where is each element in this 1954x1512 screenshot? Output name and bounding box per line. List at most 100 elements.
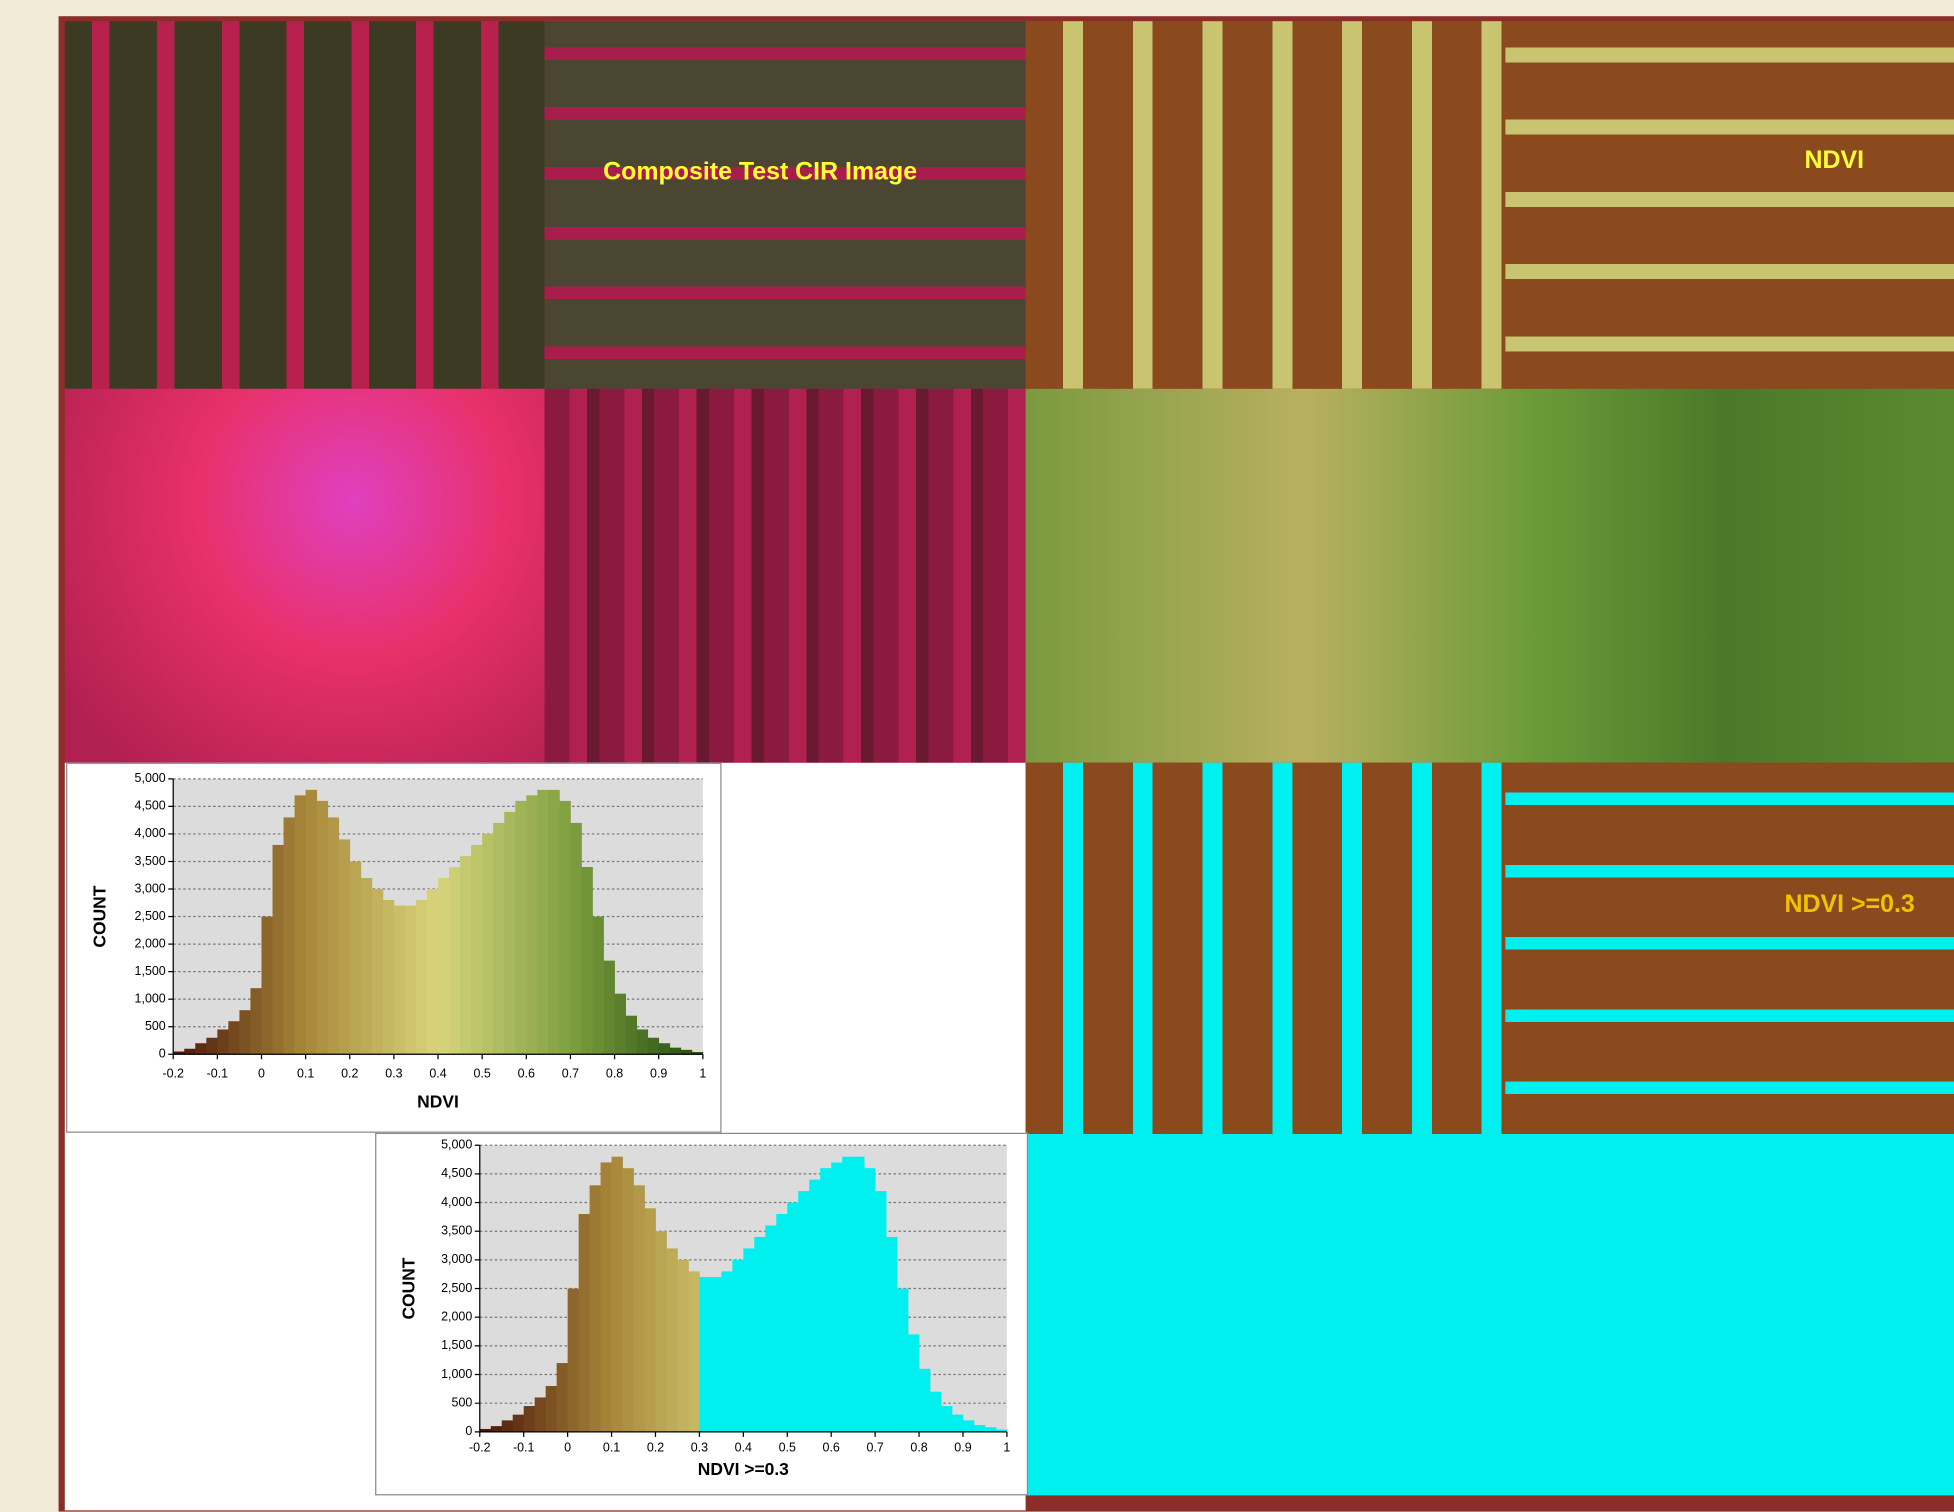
x-tick-label: 0.5 bbox=[474, 1066, 491, 1080]
bar bbox=[579, 1214, 590, 1432]
bar bbox=[648, 1038, 659, 1055]
bar bbox=[372, 889, 383, 1054]
bar bbox=[593, 917, 604, 1055]
x-tick-label: 0.3 bbox=[385, 1066, 402, 1080]
bar bbox=[875, 1191, 886, 1432]
bar bbox=[504, 812, 515, 1054]
y-tick-label: 4,500 bbox=[441, 1166, 472, 1180]
x-tick-label: -0.2 bbox=[162, 1066, 184, 1080]
y-tick-label: 1,500 bbox=[135, 964, 166, 978]
threshold-tile bbox=[1026, 1134, 1954, 1495]
bar bbox=[688, 1271, 699, 1432]
x-tick-label: -0.1 bbox=[513, 1440, 535, 1454]
bar bbox=[273, 845, 284, 1054]
bar bbox=[546, 1386, 557, 1432]
bar bbox=[184, 1049, 195, 1055]
y-axis-title: COUNT bbox=[90, 885, 110, 947]
bar bbox=[416, 900, 427, 1054]
y-tick-label: 1,000 bbox=[441, 1367, 472, 1381]
x-tick-label: 0 bbox=[258, 1066, 265, 1080]
bar bbox=[482, 834, 493, 1054]
bar bbox=[206, 1038, 217, 1055]
bar bbox=[864, 1168, 875, 1432]
histogram: 05001,0001,5002,0002,5003,0003,5004,0004… bbox=[67, 764, 720, 1132]
bar bbox=[537, 790, 548, 1054]
y-tick-label: 3,000 bbox=[135, 881, 166, 895]
histogram-panel: 05001,0001,5002,0002,5003,0003,5004,0004… bbox=[375, 1133, 1028, 1496]
y-tick-label: 4,500 bbox=[135, 799, 166, 813]
bar bbox=[670, 1048, 681, 1055]
threshold-tile bbox=[1505, 763, 1954, 1134]
bar bbox=[394, 906, 405, 1055]
bar bbox=[228, 1021, 239, 1054]
x-tick-label: 0.8 bbox=[606, 1066, 623, 1080]
x-tick-label: 0.8 bbox=[910, 1440, 927, 1454]
y-tick-label: 3,500 bbox=[135, 854, 166, 868]
histogram: 05001,0001,5002,0002,5003,0003,5004,0004… bbox=[376, 1134, 1027, 1494]
ndvi-tile bbox=[1026, 389, 1954, 763]
bar bbox=[526, 795, 537, 1054]
bar bbox=[666, 1248, 677, 1431]
bar bbox=[699, 1277, 710, 1432]
y-tick-label: 4,000 bbox=[135, 826, 166, 840]
y-tick-label: 500 bbox=[145, 1019, 166, 1033]
bar bbox=[502, 1420, 513, 1431]
bar bbox=[754, 1237, 765, 1432]
x-tick-label: 1 bbox=[1003, 1440, 1010, 1454]
bar bbox=[570, 823, 581, 1054]
ndvi-tile bbox=[1026, 21, 1506, 389]
bar bbox=[626, 1016, 637, 1055]
y-tick-label: 1,500 bbox=[441, 1338, 472, 1352]
bar bbox=[306, 790, 317, 1054]
cir-tile bbox=[545, 21, 1026, 389]
bar bbox=[677, 1260, 688, 1432]
cir-tile bbox=[65, 21, 545, 389]
bar bbox=[623, 1168, 634, 1432]
y-tick-label: 5,000 bbox=[441, 1138, 472, 1152]
x-tick-label: 0.6 bbox=[823, 1440, 840, 1454]
y-axis-title: COUNT bbox=[399, 1257, 419, 1319]
x-tick-label: 0.2 bbox=[647, 1440, 664, 1454]
bar bbox=[328, 817, 339, 1054]
x-tick-label: 0.3 bbox=[691, 1440, 708, 1454]
bar bbox=[581, 867, 592, 1054]
threshold-tile bbox=[1026, 763, 1506, 1134]
bar bbox=[383, 900, 394, 1054]
image-label: NDVI >=0.3 bbox=[1785, 891, 1915, 920]
bar bbox=[787, 1203, 798, 1432]
bar bbox=[732, 1260, 743, 1432]
bar bbox=[604, 961, 615, 1055]
bar bbox=[317, 801, 328, 1054]
bar bbox=[645, 1208, 656, 1432]
bar bbox=[974, 1425, 985, 1432]
bar bbox=[513, 1415, 524, 1432]
bar bbox=[261, 917, 272, 1055]
y-tick-label: 3,000 bbox=[441, 1252, 472, 1266]
bar bbox=[590, 1185, 601, 1431]
x-tick-label: -0.1 bbox=[207, 1066, 229, 1080]
x-axis-title: NDVI >=0.3 bbox=[698, 1459, 789, 1479]
bar bbox=[985, 1427, 996, 1432]
x-tick-label: 0.1 bbox=[297, 1066, 314, 1080]
y-tick-label: 500 bbox=[452, 1395, 473, 1409]
x-tick-label: 0 bbox=[564, 1440, 571, 1454]
bar bbox=[427, 889, 438, 1054]
x-tick-label: -0.2 bbox=[469, 1440, 491, 1454]
x-tick-label: 0.7 bbox=[866, 1440, 883, 1454]
bar bbox=[350, 861, 361, 1054]
x-tick-label: 0.5 bbox=[779, 1440, 796, 1454]
bar bbox=[295, 795, 306, 1054]
bar bbox=[438, 878, 449, 1054]
bar bbox=[776, 1214, 787, 1432]
x-tick-label: 1 bbox=[699, 1066, 706, 1080]
bar bbox=[798, 1191, 809, 1432]
bar bbox=[460, 856, 471, 1054]
x-tick-label: 0.4 bbox=[429, 1066, 446, 1080]
bar bbox=[493, 823, 504, 1054]
bar bbox=[405, 906, 416, 1055]
stage: Composite Test CIR Image NDVI NDVI >=0.3… bbox=[0, 0, 1954, 1495]
bar bbox=[339, 839, 350, 1054]
y-tick-label: 0 bbox=[465, 1424, 472, 1438]
bar bbox=[195, 1043, 206, 1054]
